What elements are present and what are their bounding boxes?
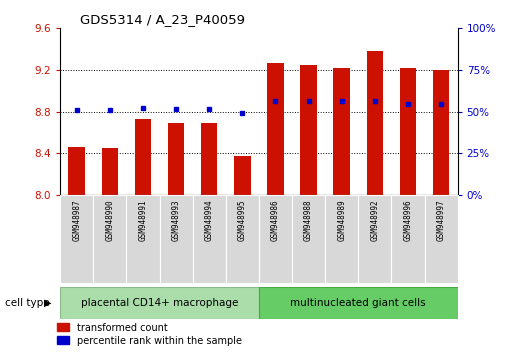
Text: GSM948989: GSM948989 [337,199,346,241]
Text: GSM948988: GSM948988 [304,199,313,241]
Text: GDS5314 / A_23_P40059: GDS5314 / A_23_P40059 [80,13,245,26]
Bar [267,63,283,195]
Bar [259,287,458,319]
Text: GSM948987: GSM948987 [72,199,81,241]
Text: placental CD14+ macrophage: placental CD14+ macrophage [81,298,238,308]
Bar [292,195,325,283]
Bar [234,156,251,195]
Text: GSM948986: GSM948986 [271,199,280,241]
Bar [201,123,218,195]
Bar [391,195,425,283]
Bar [367,51,383,195]
Bar [60,287,259,319]
Bar [101,148,118,195]
Bar [69,147,85,195]
Bar [226,195,259,283]
Bar [160,195,192,283]
Text: ▶: ▶ [44,298,52,308]
Text: GSM948996: GSM948996 [403,199,413,241]
Bar [425,195,458,283]
Text: multinucleated giant cells: multinucleated giant cells [290,298,426,308]
Text: GSM948990: GSM948990 [105,199,115,241]
Text: GSM948992: GSM948992 [370,199,379,241]
Text: cell type: cell type [5,298,50,308]
Text: GSM948993: GSM948993 [172,199,180,241]
Bar [358,195,391,283]
Bar [300,65,317,195]
Bar [192,195,226,283]
Bar [433,70,449,195]
Text: GSM948994: GSM948994 [204,199,214,241]
Bar [93,195,127,283]
Text: GSM948991: GSM948991 [139,199,147,241]
Bar [127,195,160,283]
Text: GSM948995: GSM948995 [238,199,247,241]
Bar [325,195,358,283]
Bar [400,68,416,195]
Text: GSM948997: GSM948997 [437,199,446,241]
Bar [135,119,151,195]
Bar [334,68,350,195]
Bar [60,195,93,283]
Bar [168,123,185,195]
Bar [259,195,292,283]
Legend: transformed count, percentile rank within the sample: transformed count, percentile rank withi… [57,323,242,346]
